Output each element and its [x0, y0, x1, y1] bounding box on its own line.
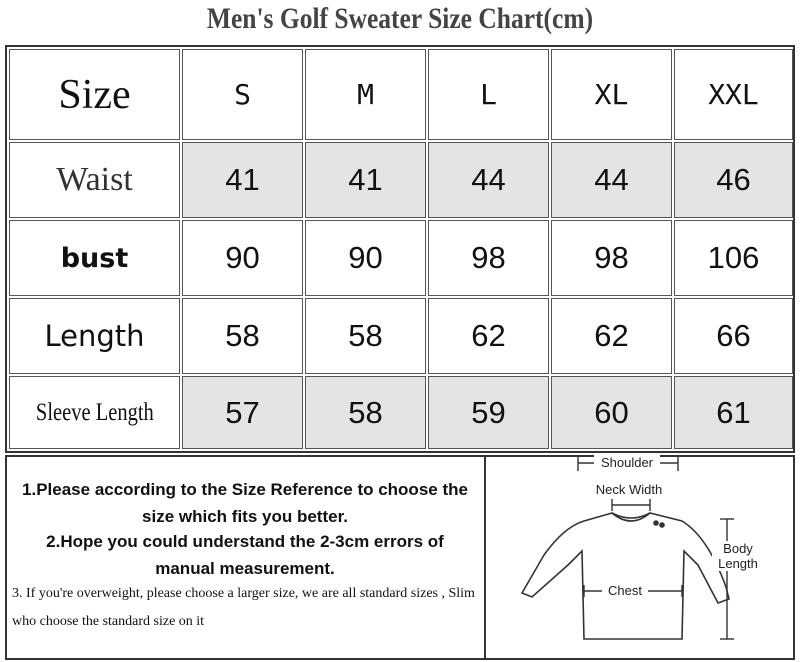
cell-text: 58	[225, 318, 260, 353]
shoulder-label: Shoulder	[594, 455, 660, 470]
value-cell: 58	[182, 298, 303, 374]
cell-text: 62	[471, 318, 506, 353]
value-cell: 98	[551, 220, 672, 296]
cell-text: Length	[44, 319, 145, 353]
body-length-label: Body Length	[712, 541, 764, 571]
neck-width-label: Neck Width	[595, 482, 663, 497]
value-cell: 57	[182, 376, 303, 449]
chest-label: Chest	[602, 583, 648, 598]
cell-text: Size	[58, 71, 131, 118]
cell-text: 57	[225, 394, 260, 430]
cell-text: 58	[348, 394, 383, 430]
cell-text: 90	[225, 240, 260, 275]
value-cell: 58	[305, 298, 426, 374]
cell-text: 66	[716, 318, 751, 353]
row-label: Length	[9, 298, 180, 374]
value-cell: 61	[674, 376, 793, 449]
cell-text: XXL	[708, 78, 759, 111]
value-cell: 90	[305, 220, 426, 296]
value-cell: 90	[182, 220, 303, 296]
value-cell: 62	[551, 298, 672, 374]
value-cell: 46	[674, 142, 793, 218]
cell-text: 62	[594, 318, 629, 353]
cell-text: S	[234, 78, 251, 111]
header-cell: Size	[9, 49, 180, 140]
cell-text: Sleeve Length	[35, 398, 154, 426]
size-table: Size S M L XL XXL Waist 41 41 44 44 46 bust 90 90 98 98 1…	[5, 45, 795, 453]
note: 1.Please according to the Size Reference…	[22, 480, 468, 526]
value-cell: 41	[182, 142, 303, 218]
cell-text: 41	[348, 162, 383, 197]
header-cell: S	[182, 49, 303, 140]
note: 2.Hope you could understand the 2-3cm er…	[46, 532, 444, 578]
cell-text: 58	[348, 318, 383, 353]
cell-text: 44	[594, 162, 629, 197]
cell-text: bust	[60, 242, 129, 274]
cell-text: M	[357, 78, 374, 111]
value-cell: 66	[674, 298, 793, 374]
divider	[484, 455, 486, 660]
value-cell: 59	[428, 376, 549, 449]
header-cell: XXL	[674, 49, 793, 140]
title: Men's Golf Sweater Size Chart(cm)	[206, 2, 594, 35]
row-label: Waist	[9, 142, 180, 218]
header-cell: M	[305, 49, 426, 140]
cell-text: 41	[225, 162, 260, 197]
cell-text: L	[480, 78, 497, 111]
cell-text: XL	[594, 78, 629, 111]
header-cell: L	[428, 49, 549, 140]
cell-text: 98	[594, 240, 629, 275]
info-panel	[5, 455, 795, 660]
value-cell: 60	[551, 376, 672, 449]
value-cell: 44	[428, 142, 549, 218]
cell-text: 59	[471, 394, 506, 430]
cell-text: 106	[707, 240, 760, 275]
cell-text: 44	[471, 162, 506, 197]
value-cell: 98	[428, 220, 549, 296]
cell-text: 90	[348, 240, 383, 275]
row-label: bust	[9, 220, 180, 296]
cell-text: 61	[716, 394, 751, 430]
cell-text: 60	[594, 394, 629, 430]
cell-text: 46	[716, 162, 751, 197]
cell-text: Waist	[56, 161, 133, 198]
value-cell: 44	[551, 142, 672, 218]
value-cell: 58	[305, 376, 426, 449]
note: 3. If you're overweight, please choose a…	[12, 586, 475, 629]
cell-text: 98	[471, 240, 506, 275]
row-label: Sleeve Length	[9, 376, 180, 449]
value-cell: 106	[674, 220, 793, 296]
value-cell: 41	[305, 142, 426, 218]
value-cell: 62	[428, 298, 549, 374]
header-cell: XL	[551, 49, 672, 140]
sweater-outline	[520, 512, 730, 640]
